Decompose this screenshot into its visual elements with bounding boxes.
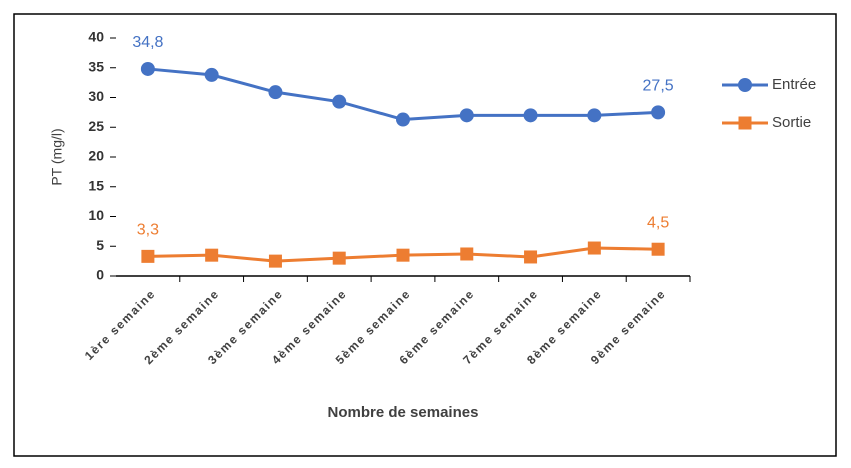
y-tick-label: 0 (96, 267, 104, 283)
data-point (587, 108, 602, 123)
data-label: 27,5 (643, 78, 674, 95)
x-axis-title: Nombre de semaines (328, 404, 479, 421)
data-point (268, 254, 282, 268)
data-point (524, 250, 538, 264)
data-point (651, 105, 666, 120)
data-point (140, 61, 155, 76)
data-point (587, 241, 601, 255)
data-point (332, 94, 347, 109)
data-point (459, 108, 474, 123)
data-point (396, 248, 410, 262)
y-tick-label: 25 (88, 118, 104, 134)
legend-label: Sortie (772, 114, 811, 131)
data-point (460, 247, 474, 261)
y-tick-label: 5 (96, 237, 104, 253)
data-label: 3,3 (137, 222, 159, 239)
data-point (523, 108, 538, 123)
y-tick-label: 40 (88, 29, 104, 45)
data-point (268, 85, 283, 100)
legend-marker (738, 78, 752, 92)
legend-label: Entrée (772, 76, 816, 93)
chart-frame (13, 13, 837, 457)
data-point (396, 112, 410, 127)
y-tick-label: 35 (88, 58, 104, 74)
data-point (141, 249, 155, 263)
data-label: 4,5 (647, 214, 669, 231)
y-tick-label: 10 (88, 207, 104, 223)
data-point (205, 248, 219, 262)
data-point (651, 242, 665, 256)
y-axis-title: PT (mg/l) (49, 128, 65, 185)
data-label: 34,8 (132, 34, 163, 51)
legend-marker (738, 116, 752, 130)
y-tick-label: 20 (88, 148, 104, 164)
y-tick-label: 15 (88, 177, 104, 193)
y-tick-label: 30 (88, 88, 104, 104)
data-point (332, 251, 346, 265)
data-point (204, 67, 219, 82)
